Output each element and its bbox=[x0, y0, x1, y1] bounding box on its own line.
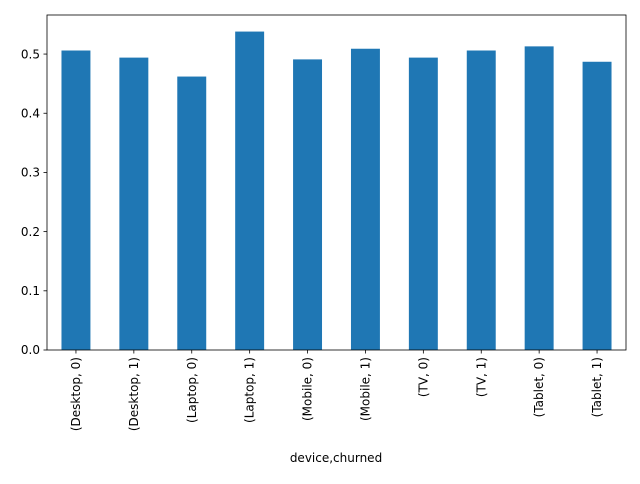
y-tick-label: 0.4 bbox=[21, 106, 40, 120]
x-tick-label: (TV, 1) bbox=[474, 357, 488, 397]
plot-frame bbox=[46, 14, 627, 351]
x-tick-label: (Desktop, 0) bbox=[69, 357, 83, 431]
bar bbox=[119, 57, 149, 351]
bar bbox=[61, 50, 91, 350]
y-axis: 0.0 0.1 0.2 0.3 0.4 0.5 bbox=[21, 47, 47, 357]
y-tick-label: 0.3 bbox=[21, 166, 40, 180]
plot-area bbox=[61, 31, 612, 351]
x-axis: (Desktop, 0) (Desktop, 1) (Laptop, 0) (Lapt… bbox=[69, 350, 604, 431]
bar bbox=[293, 59, 323, 350]
bar bbox=[350, 48, 380, 351]
y-tick-label: 0.0 bbox=[21, 343, 40, 357]
x-axis-label: device,churned bbox=[290, 451, 382, 465]
y-tick-label: 0.5 bbox=[21, 47, 40, 61]
bar bbox=[177, 76, 207, 351]
x-tick-label: (Tablet, 1) bbox=[590, 357, 604, 417]
y-tick-label: 0.1 bbox=[21, 284, 40, 298]
x-tick-label: (Tablet, 0) bbox=[532, 357, 546, 417]
bar bbox=[582, 61, 612, 350]
bar bbox=[408, 57, 438, 351]
bar bbox=[235, 31, 265, 350]
x-tick-label: (Laptop, 1) bbox=[243, 357, 257, 423]
y-tick-label: 0.2 bbox=[21, 225, 40, 239]
x-tick-label: (Mobile, 1) bbox=[358, 357, 372, 421]
x-tick-label: (Mobile, 0) bbox=[301, 357, 315, 421]
bar bbox=[524, 46, 554, 351]
x-tick-label: (TV, 0) bbox=[416, 357, 430, 397]
bar bbox=[466, 50, 496, 350]
x-tick-label: (Laptop, 0) bbox=[185, 357, 199, 423]
x-tick-label: (Desktop, 1) bbox=[127, 357, 141, 431]
